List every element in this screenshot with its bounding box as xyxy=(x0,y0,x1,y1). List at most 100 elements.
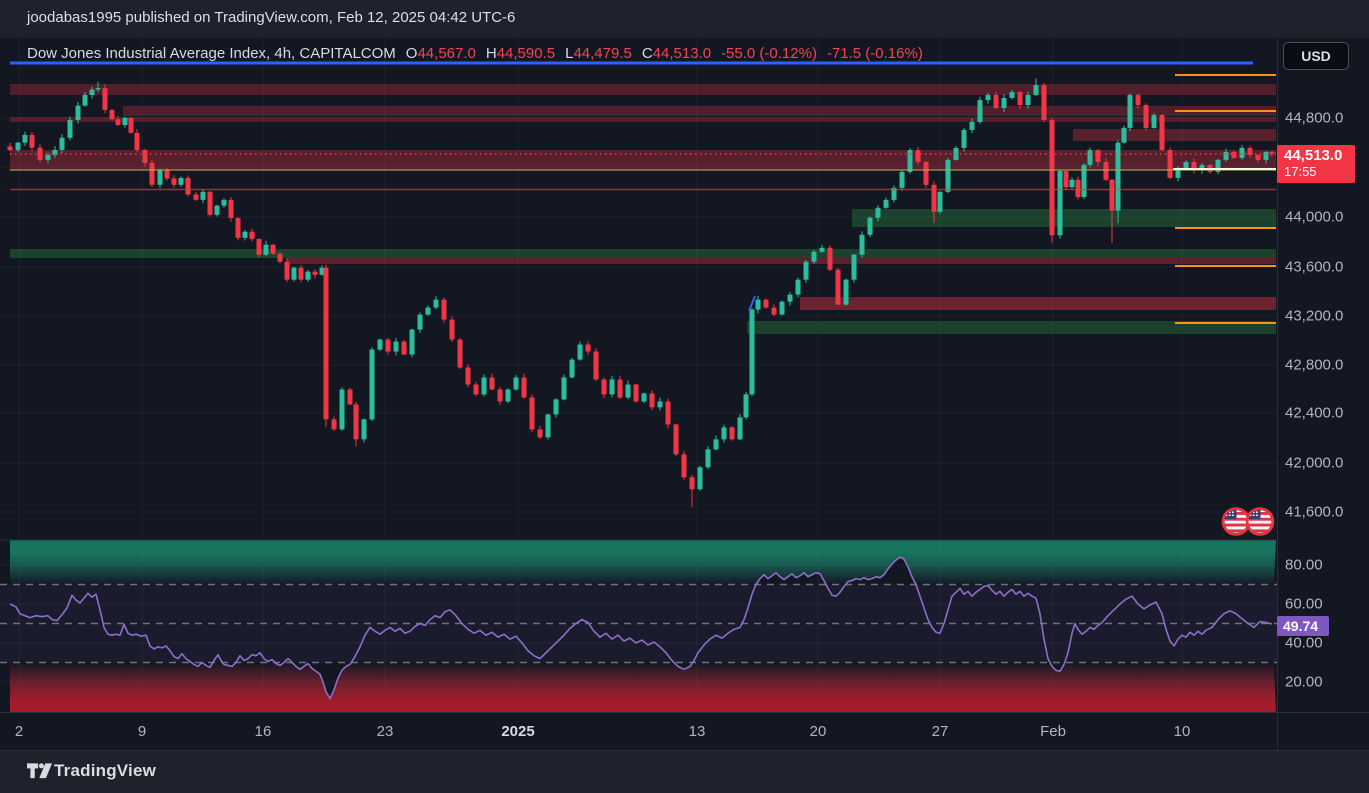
candle[interactable] xyxy=(319,267,325,275)
candle[interactable] xyxy=(1087,150,1093,165)
candle[interactable] xyxy=(305,271,311,280)
candle[interactable] xyxy=(417,314,423,330)
candle[interactable] xyxy=(178,177,184,185)
candle[interactable] xyxy=(1183,161,1189,168)
candle[interactable] xyxy=(1247,147,1253,155)
candle[interactable] xyxy=(1041,85,1047,120)
candle[interactable] xyxy=(207,191,213,215)
candle[interactable] xyxy=(1263,151,1269,160)
us-flag-event-icon-2[interactable] xyxy=(1245,507,1275,536)
candle[interactable] xyxy=(277,253,283,262)
candle[interactable] xyxy=(221,199,227,206)
candle[interactable] xyxy=(585,344,591,352)
candle[interactable] xyxy=(1121,127,1127,143)
candle[interactable] xyxy=(529,397,535,430)
candle[interactable] xyxy=(1033,85,1039,96)
candle[interactable] xyxy=(377,339,383,350)
candle[interactable] xyxy=(1255,154,1261,160)
candle[interactable] xyxy=(7,146,13,151)
candle[interactable] xyxy=(369,349,375,420)
candle[interactable] xyxy=(1081,164,1087,198)
candle[interactable] xyxy=(851,254,857,280)
candle[interactable] xyxy=(128,118,134,133)
candle[interactable] xyxy=(82,95,88,106)
candle[interactable] xyxy=(625,384,631,398)
candle[interactable] xyxy=(284,261,290,280)
candle[interactable] xyxy=(993,95,999,108)
symbol-title[interactable]: Dow Jones Industrial Average Index, 4h, … xyxy=(27,45,396,62)
candle[interactable] xyxy=(713,439,719,450)
candle[interactable] xyxy=(89,89,95,96)
candle[interactable] xyxy=(1269,151,1275,154)
candle[interactable] xyxy=(1159,115,1165,151)
chart-canvas[interactable] xyxy=(0,38,1277,712)
candle[interactable] xyxy=(859,234,865,255)
candle[interactable] xyxy=(803,261,809,280)
candle[interactable] xyxy=(617,379,623,398)
candle[interactable] xyxy=(867,217,873,235)
candle[interactable] xyxy=(819,247,825,252)
candle[interactable] xyxy=(681,454,687,478)
candle[interactable] xyxy=(339,389,345,430)
candle[interactable] xyxy=(457,339,463,368)
candle[interactable] xyxy=(22,134,28,143)
candle[interactable] xyxy=(102,88,108,110)
candle[interactable] xyxy=(1017,92,1023,106)
candle[interactable] xyxy=(235,218,241,238)
candle[interactable] xyxy=(1075,179,1081,198)
candle[interactable] xyxy=(743,394,749,418)
currency-button[interactable]: USD xyxy=(1283,42,1349,70)
candle[interactable] xyxy=(465,367,471,385)
candle[interactable] xyxy=(985,95,991,101)
candle[interactable] xyxy=(771,307,777,315)
candle[interactable] xyxy=(811,251,817,262)
candle[interactable] xyxy=(537,429,543,438)
candle[interactable] xyxy=(134,132,140,150)
candle[interactable] xyxy=(649,393,655,408)
candle[interactable] xyxy=(689,477,695,490)
candle[interactable] xyxy=(353,404,359,440)
candle[interactable] xyxy=(185,177,191,195)
candle[interactable] xyxy=(214,205,220,215)
candle[interactable] xyxy=(907,150,913,172)
candle[interactable] xyxy=(401,341,407,355)
candle[interactable] xyxy=(843,279,849,305)
candle[interactable] xyxy=(977,100,983,122)
candle[interactable] xyxy=(601,379,607,395)
candle[interactable] xyxy=(249,231,255,240)
candle[interactable] xyxy=(67,119,73,138)
candle[interactable] xyxy=(697,467,703,490)
candle[interactable] xyxy=(1057,171,1063,236)
candle[interactable] xyxy=(749,309,755,395)
candle[interactable] xyxy=(157,169,163,185)
candle[interactable] xyxy=(1239,147,1245,158)
candle[interactable] xyxy=(1127,95,1133,128)
candle[interactable] xyxy=(489,377,495,390)
candle[interactable] xyxy=(729,427,735,440)
candle[interactable] xyxy=(875,207,881,218)
candle[interactable] xyxy=(95,88,101,90)
candle[interactable] xyxy=(1135,95,1141,106)
candle[interactable] xyxy=(385,339,391,352)
candle[interactable] xyxy=(171,178,177,185)
candle[interactable] xyxy=(665,401,671,425)
candle[interactable] xyxy=(883,199,889,208)
candle[interactable] xyxy=(270,244,276,254)
candle[interactable] xyxy=(945,159,951,192)
candle[interactable] xyxy=(1143,105,1149,129)
candle[interactable] xyxy=(242,231,248,238)
candle[interactable] xyxy=(787,294,793,302)
candle[interactable] xyxy=(1001,97,1007,108)
candle[interactable] xyxy=(1095,150,1101,162)
us-flag-event-icon-1[interactable] xyxy=(1221,507,1251,536)
candle[interactable] xyxy=(899,171,905,188)
candle[interactable] xyxy=(1025,95,1031,106)
candle[interactable] xyxy=(433,299,439,308)
candle[interactable] xyxy=(1115,142,1121,211)
candle[interactable] xyxy=(109,109,115,120)
candle[interactable] xyxy=(1109,179,1115,211)
candle[interactable] xyxy=(347,389,353,405)
candle[interactable] xyxy=(763,299,769,308)
candle[interactable] xyxy=(633,384,639,402)
tradingview-logo-icon[interactable] xyxy=(27,763,52,784)
